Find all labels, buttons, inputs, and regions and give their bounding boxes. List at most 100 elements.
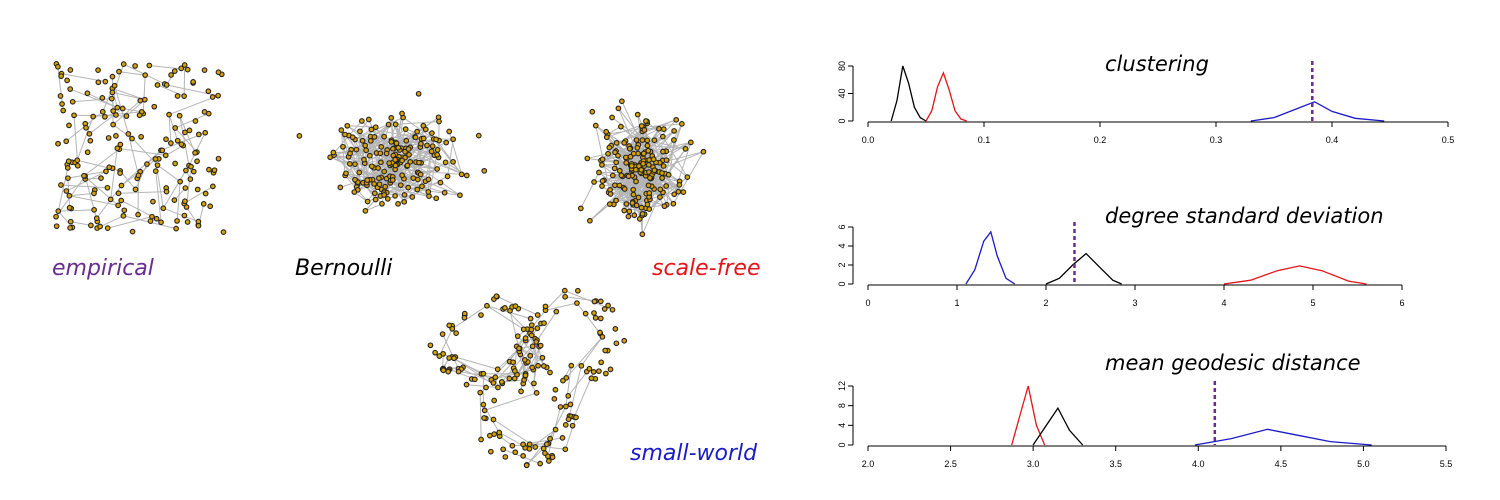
- network-node: [560, 377, 566, 384]
- network-node: [490, 416, 497, 423]
- network-node: [478, 436, 484, 443]
- network-node: [84, 149, 91, 156]
- network-node: [152, 156, 159, 162]
- x-tick-label: 6: [1399, 298, 1404, 308]
- x-tick-label: 3: [1132, 298, 1137, 308]
- network-node: [388, 114, 395, 121]
- network-node: [386, 160, 393, 167]
- network-node: [450, 136, 457, 143]
- network-node: [490, 380, 497, 386]
- network-node: [410, 175, 417, 182]
- network-node: [389, 177, 396, 183]
- network-node: [621, 186, 628, 192]
- network-node: [343, 170, 349, 177]
- network-node: [55, 63, 61, 70]
- network-node: [99, 94, 106, 101]
- network-node: [425, 189, 432, 195]
- network-node: [368, 163, 375, 170]
- density-curve: [890, 65, 927, 122]
- network-node: [106, 164, 113, 171]
- network-node: [67, 67, 74, 73]
- network-node: [680, 189, 687, 195]
- network-node: [207, 203, 214, 210]
- network-node: [152, 168, 159, 174]
- network-node: [146, 62, 153, 69]
- network-edge: [435, 139, 463, 175]
- network-node: [125, 131, 132, 137]
- network-node: [606, 201, 613, 207]
- network-node: [591, 179, 597, 185]
- network-node: [502, 454, 509, 460]
- network-node: [616, 167, 623, 174]
- network-node: [118, 182, 125, 189]
- network-edge: [625, 130, 675, 164]
- y-tick-label: 0: [837, 281, 847, 286]
- network-node: [211, 167, 218, 174]
- network-node: [364, 198, 371, 205]
- network-node: [609, 114, 615, 121]
- network-node: [442, 159, 449, 166]
- network-node: [381, 133, 388, 140]
- network-edge: [461, 368, 494, 384]
- network-node: [357, 128, 363, 135]
- network-node: [401, 192, 408, 198]
- network-edge: [455, 356, 498, 370]
- network-node: [491, 431, 498, 438]
- network-bernoulli: [296, 90, 488, 214]
- network-edge: [632, 191, 679, 204]
- network-node: [618, 123, 624, 130]
- network-node: [446, 322, 453, 329]
- network-node: [356, 169, 363, 176]
- x-tick-label: 4.0: [1192, 459, 1205, 469]
- network-node: [670, 200, 677, 207]
- network-node: [392, 193, 398, 199]
- x-tick-label: 5.0: [1357, 459, 1370, 469]
- network-node: [64, 77, 70, 84]
- network-node: [177, 178, 184, 185]
- network-node: [64, 165, 71, 171]
- network-node: [107, 196, 114, 203]
- network-node: [187, 176, 194, 182]
- network-edge: [70, 221, 91, 226]
- network-edge: [58, 209, 95, 212]
- network-node: [163, 188, 170, 195]
- network-node: [622, 154, 629, 161]
- network-edge: [580, 336, 603, 367]
- network-node: [633, 178, 639, 185]
- network-edge: [73, 115, 79, 166]
- network-node: [481, 415, 487, 421]
- network-node: [168, 72, 174, 78]
- network-node: [638, 123, 645, 129]
- x-tick-label: 5: [1310, 298, 1315, 308]
- network-node: [613, 340, 620, 347]
- network-node: [424, 142, 430, 149]
- network-node: [531, 380, 537, 387]
- network-node: [115, 190, 122, 197]
- network-node: [432, 349, 438, 356]
- network-node: [599, 156, 606, 163]
- network-scale-free: [577, 98, 707, 238]
- chart-title: mean geodesic distance: [1105, 351, 1361, 375]
- network-node: [119, 105, 126, 112]
- network-node: [644, 142, 651, 149]
- network-node: [159, 147, 166, 154]
- network-edge: [57, 167, 69, 212]
- network-node: [91, 190, 97, 197]
- network-node: [181, 212, 188, 219]
- network-node: [639, 231, 646, 238]
- network-node: [121, 207, 128, 214]
- network-node: [484, 302, 490, 309]
- network-node: [58, 182, 64, 188]
- network-edge: [524, 375, 538, 394]
- network-node: [633, 202, 640, 209]
- network-edge: [589, 181, 637, 222]
- network-node: [592, 122, 599, 129]
- network-node: [433, 136, 439, 143]
- network-edge: [165, 145, 184, 156]
- network-node: [625, 173, 632, 180]
- network-node: [120, 212, 127, 219]
- network-node: [543, 441, 550, 448]
- network-node: [59, 101, 65, 107]
- network-node: [480, 370, 487, 377]
- network-node: [202, 129, 209, 136]
